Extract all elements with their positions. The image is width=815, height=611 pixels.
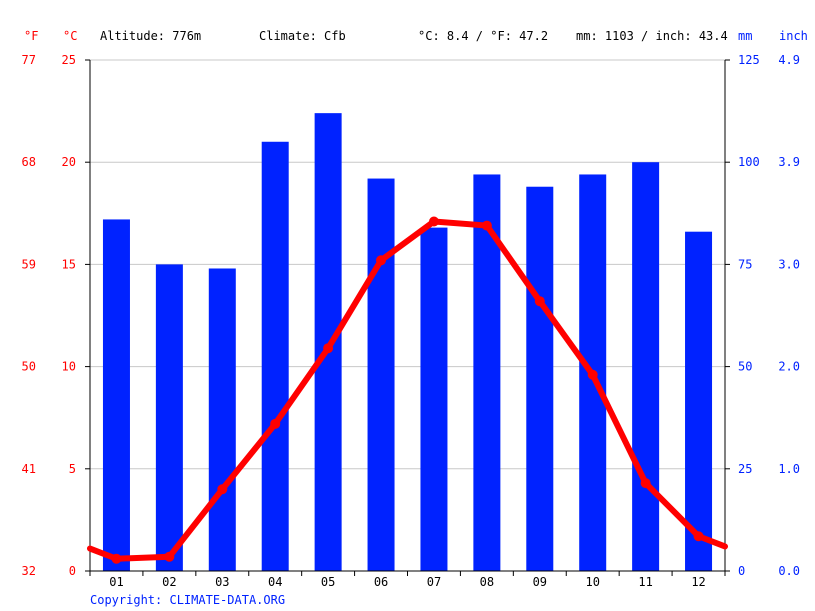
celsius-tick-label: 15: [62, 257, 76, 271]
fahrenheit-tick-label: 50: [22, 360, 36, 374]
temperature-point: [217, 484, 228, 495]
precipitation-bar: [261, 141, 289, 571]
month-tick-label: 01: [109, 575, 123, 589]
temperature-point: [640, 478, 651, 489]
grid-lines: [90, 59, 725, 470]
temperature-line: [87, 216, 728, 564]
celsius-tick-label: 25: [62, 53, 76, 67]
mm-tick-label: 75: [738, 257, 752, 271]
temperature-line-path: [87, 218, 728, 562]
temperature-point: [693, 531, 704, 542]
month-tick-label: 10: [585, 575, 599, 589]
mm-tick-label: 25: [738, 462, 752, 476]
precipitation-bar: [526, 186, 554, 571]
fahrenheit-tick-label: 41: [22, 462, 36, 476]
mm-axis-label: mm: [738, 29, 752, 43]
mm-tick-label: 0: [738, 564, 745, 578]
celsius-tick-label: 10: [62, 360, 76, 374]
mm-tick-label: 125: [738, 53, 760, 67]
month-tick-label: 04: [268, 575, 282, 589]
inch-tick-label: 3.0: [778, 257, 800, 271]
temperature-point: [164, 551, 175, 562]
axes: [85, 59, 730, 576]
fahrenheit-axis-label: °F: [24, 29, 38, 43]
precipitation-bar: [208, 268, 236, 571]
month-tick-label: 03: [215, 575, 229, 589]
precipitation-bars: [102, 113, 713, 572]
precipitation-bar: [420, 227, 448, 571]
temperature-point: [428, 216, 439, 227]
temperature-point: [481, 220, 492, 231]
inch-axis-label: inch: [779, 29, 808, 43]
celsius-tick-label: 20: [62, 155, 76, 169]
precipitation-bar: [367, 178, 395, 571]
temperature-point: [323, 343, 334, 354]
month-tick-label: 12: [691, 575, 705, 589]
precipitation-total-label: mm: 1103 / inch: 43.4: [576, 29, 728, 43]
tick-labels: 324150596877051015202502550751001250.01.…: [22, 53, 800, 589]
month-tick-label: 11: [638, 575, 652, 589]
precipitation-bar: [102, 219, 130, 571]
average-temperature-label: °C: 8.4 / °F: 47.2: [418, 29, 548, 43]
precipitation-bar: [632, 162, 660, 571]
month-tick-label: 09: [533, 575, 547, 589]
inch-tick-label: 3.9: [778, 155, 800, 169]
altitude-label: Altitude: 776m: [100, 29, 201, 43]
inch-tick-label: 1.0: [778, 462, 800, 476]
month-tick-label: 06: [374, 575, 388, 589]
fahrenheit-tick-label: 59: [22, 257, 36, 271]
temperature-point: [376, 255, 387, 266]
temperature-point: [111, 553, 122, 564]
fahrenheit-tick-label: 77: [22, 53, 36, 67]
mm-tick-label: 100: [738, 155, 760, 169]
fahrenheit-tick-label: 32: [22, 564, 36, 578]
month-tick-label: 02: [162, 575, 176, 589]
temperature-point: [587, 369, 598, 380]
month-tick-label: 05: [321, 575, 335, 589]
celsius-axis-label: °C: [63, 29, 77, 43]
precipitation-bar: [155, 264, 183, 571]
month-tick-label: 08: [480, 575, 494, 589]
month-tick-label: 07: [427, 575, 441, 589]
inch-tick-label: 2.0: [778, 360, 800, 374]
mm-tick-label: 50: [738, 360, 752, 374]
celsius-tick-label: 0: [69, 564, 76, 578]
fahrenheit-tick-label: 68: [22, 155, 36, 169]
inch-tick-label: 4.9: [778, 53, 800, 67]
temperature-point: [270, 418, 281, 429]
precipitation-bar: [685, 231, 713, 572]
celsius-tick-label: 5: [69, 462, 76, 476]
copyright-text: Copyright: CLIMATE-DATA.ORG: [90, 593, 285, 607]
precipitation-bar: [314, 113, 342, 572]
climate-label: Climate: Cfb: [259, 29, 346, 43]
inch-tick-label: 0.0: [778, 564, 800, 578]
temperature-point: [534, 296, 545, 307]
